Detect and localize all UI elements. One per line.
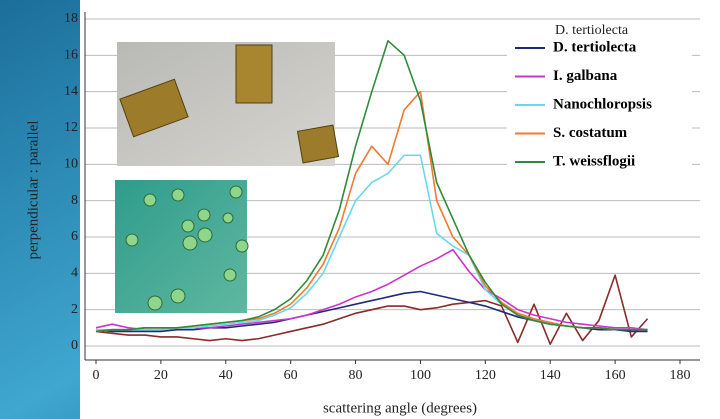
x-tick-label: 180	[670, 368, 691, 383]
x-tick-label: 80	[349, 368, 363, 383]
page: {"chart_data": {"type": "line", "x_label…	[0, 0, 720, 419]
x-axis-label: scattering angle (degrees)	[323, 400, 477, 416]
y-tick-label: 10	[64, 157, 78, 172]
y-tick-label: 18	[64, 11, 78, 26]
y-tick-label: 12	[64, 120, 78, 135]
x-tick-label: 0	[93, 368, 100, 383]
legend-label: I. galbana	[553, 68, 618, 84]
y-tick-label: 8	[71, 193, 78, 208]
cell	[236, 45, 272, 103]
legend-overlap-label: D. tertiolecta	[555, 23, 629, 38]
legend-label: T. weissflogii	[553, 153, 635, 169]
x-tick-label: 60	[284, 368, 298, 383]
x-tick-label: 140	[540, 368, 561, 383]
x-tick-label: 20	[154, 368, 168, 383]
cell	[297, 125, 338, 163]
y-tick-label: 14	[64, 84, 78, 99]
legend-label: S. costatum	[553, 125, 628, 141]
x-tick-label: 100	[410, 368, 431, 383]
x-tick-label: 120	[475, 368, 496, 383]
y-tick-label: 16	[64, 48, 78, 63]
chart: scattering angle (degrees) perpendicular…	[0, 0, 720, 419]
y-axis-label: perpendicular : parallel	[25, 120, 41, 259]
y-tick-label: 2	[71, 302, 78, 317]
x-tick-label: 40	[219, 368, 233, 383]
legend-label: Nanochloropsis	[553, 96, 652, 112]
y-tick-label: 4	[71, 266, 78, 281]
y-tick-label: 6	[71, 229, 78, 244]
y-tick-label: 0	[71, 338, 78, 353]
legend-label: D. tertiolecta	[553, 39, 637, 55]
x-tick-label: 160	[605, 368, 626, 383]
